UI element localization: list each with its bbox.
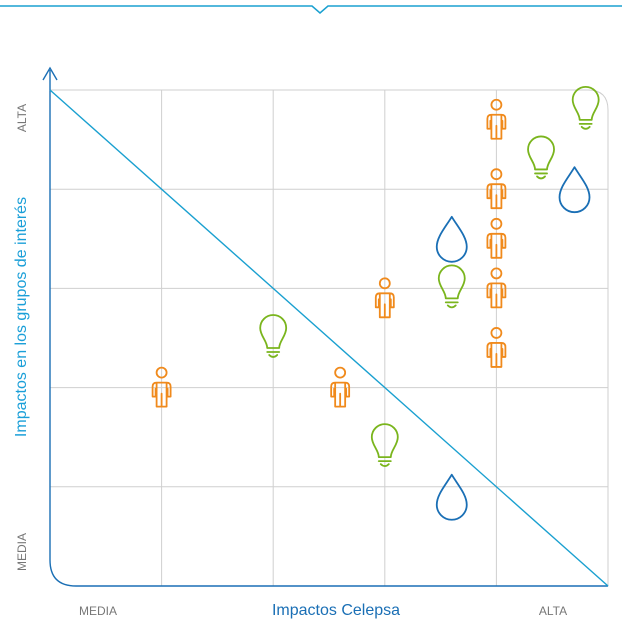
diagonal-line: [49, 89, 609, 587]
person-icon: [374, 277, 395, 319]
person-icon: [486, 327, 507, 368]
person-icon: [486, 168, 507, 210]
person-icon: [151, 366, 172, 408]
y-tick-high: ALTA: [15, 104, 29, 132]
points-layer: [151, 85, 600, 521]
y-tick-low: MEDIA: [15, 533, 29, 571]
bulb-icon: [527, 135, 555, 180]
top-divider: [0, 5, 622, 14]
bulb-icon: [370, 423, 399, 468]
bulb-icon: [259, 314, 288, 358]
person-icon: [330, 366, 351, 408]
person-icon: [486, 217, 507, 259]
grid: [50, 90, 608, 586]
x-tick-high: ALTA: [539, 604, 567, 618]
y-axis-label: Impactos en los grupos de interés: [13, 197, 30, 437]
y-axis-arrow: [42, 66, 58, 81]
bulb-icon: [437, 264, 466, 309]
bulb-icon: [571, 85, 600, 130]
person-icon: [486, 267, 507, 309]
drop-icon: [435, 215, 468, 263]
x-tick-low: MEDIA: [79, 604, 117, 618]
drop-icon: [435, 473, 468, 521]
drop-icon: [558, 166, 591, 214]
x-axis-label: Impactos Celepsa: [272, 602, 400, 619]
y-axis: [49, 70, 608, 587]
person-icon: [486, 98, 507, 140]
